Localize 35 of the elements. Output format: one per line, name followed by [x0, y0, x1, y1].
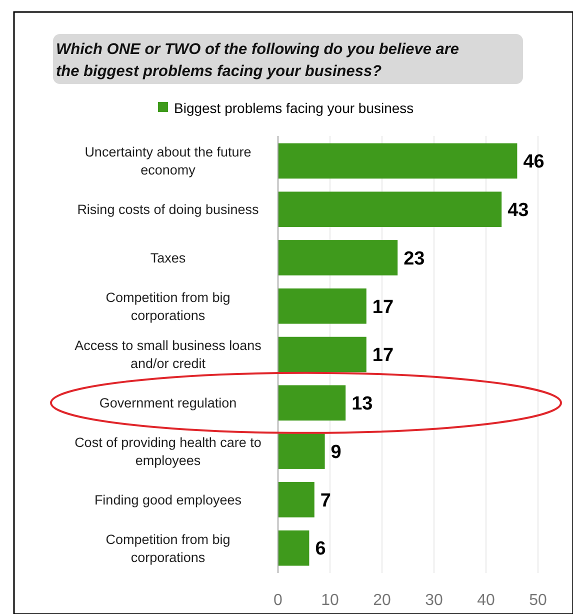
data-label: 17: [372, 296, 394, 318]
y-tick-label: Uncertainty about the future economy: [84, 144, 252, 178]
x-tick-label: 30: [425, 592, 443, 609]
bar: [278, 482, 314, 518]
y-tick-label: Access to small business loans and/or credit: [74, 338, 262, 372]
y-tick-label: Cost of providing health care to employees: [74, 435, 262, 468]
y-tick-label: Government regulation: [99, 396, 237, 411]
bar: [278, 336, 366, 372]
bar: [278, 240, 398, 276]
x-tick-label: 40: [477, 592, 495, 609]
y-tick-label: Competition from big corporations: [106, 532, 230, 565]
data-label: 23: [404, 248, 425, 270]
x-tick-label: 50: [529, 592, 547, 609]
y-tick-label: Finding good employees: [94, 492, 242, 508]
data-label: 6: [315, 538, 326, 560]
y-tick-label: Competition from big corporations: [106, 290, 230, 323]
bar: [278, 143, 518, 179]
y-tick-label: Taxes: [150, 250, 186, 266]
x-tick-label: 20: [373, 592, 391, 609]
data-label: 17: [372, 345, 394, 366]
data-label: 46: [523, 152, 544, 173]
y-tick-label: Rising costs of doing business: [77, 202, 260, 218]
legend-label: Biggest problems facing your business: [174, 100, 414, 116]
chart-title: Which ONE or TWO of the following do you believe are the biggest problems facing your business?: [56, 41, 460, 80]
bar: [278, 288, 366, 324]
bar: [278, 434, 325, 469]
x-tick-label: 10: [321, 592, 339, 609]
data-label: 43: [508, 200, 529, 221]
bar: [278, 530, 310, 566]
x-tick-label: 0: [274, 592, 283, 609]
bar: [278, 192, 502, 227]
data-label: 13: [352, 394, 373, 415]
data-label: 7: [320, 490, 331, 512]
bar: [278, 385, 346, 421]
data-label: 9: [330, 442, 342, 463]
